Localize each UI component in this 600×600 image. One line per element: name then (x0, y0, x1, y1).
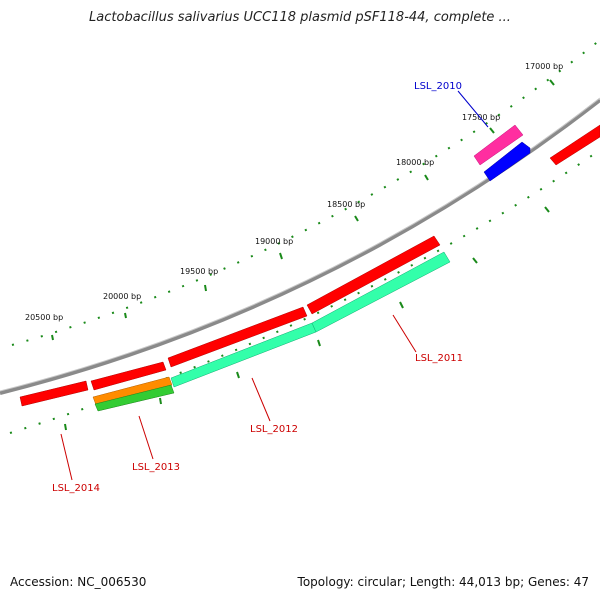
accession-text: Accession: NC_006530 (10, 575, 147, 589)
major-tick (279, 252, 283, 260)
inner-major-ticks (64, 206, 550, 431)
leader-line (251, 377, 271, 422)
inner-major-tick (159, 397, 162, 405)
tick-label: 20500 bp (25, 313, 63, 322)
major-tick (124, 312, 127, 319)
label-leaders (60, 90, 489, 481)
inner-major-tick (544, 206, 550, 213)
map-title: Lactobacillus salivarius UCC118 plasmid … (89, 10, 511, 25)
major-ticks (51, 79, 555, 341)
cds-feature (549, 124, 600, 166)
cds-feature (306, 235, 441, 315)
tick-label: 19000 bp (255, 237, 293, 246)
outer-strand-features (19, 124, 600, 407)
major-tick (424, 174, 429, 181)
gene-label: LSL_2014 (52, 483, 100, 494)
tick-label: 19500 bp (180, 267, 218, 276)
tick-label: 17000 bp (525, 62, 563, 71)
inner-major-tick (472, 257, 478, 264)
blue-feature (483, 141, 531, 182)
tick-label: 17500 bp (462, 113, 500, 122)
gene-label: LSL_2010 (414, 81, 462, 92)
inner-tick-ring (9, 149, 600, 434)
pink-feature (473, 124, 524, 166)
gene-feature (311, 251, 451, 333)
leader-line (392, 314, 417, 353)
leader-line (138, 415, 154, 460)
orange-feature (92, 376, 173, 406)
major-tick (489, 127, 495, 134)
tick-label: 18500 bp (327, 200, 365, 209)
inner-major-tick (317, 339, 321, 347)
gene-label: LSL_2013 (132, 462, 180, 473)
inner-major-tick (64, 423, 67, 431)
cds-feature (167, 306, 308, 368)
leader-line (457, 90, 489, 128)
inner-strand-features (92, 251, 451, 412)
gene-label: LSL_2011 (415, 353, 463, 364)
cds-feature (90, 361, 167, 391)
gene-label: LSL_2012 (250, 424, 298, 435)
gene-labels: LSL_2010 LSL_2011 LSL_2012 LSL_2013 LSL_… (52, 81, 463, 494)
tick-label: 18000 bp (396, 158, 434, 167)
major-tick (549, 79, 555, 86)
tick-label: 20000 bp (103, 292, 141, 301)
major-tick (204, 284, 207, 292)
tick-labels: 17000 bp 17500 bp 18000 bp 18500 bp 1900… (25, 62, 563, 322)
outer-tick-ring (11, 39, 600, 346)
major-tick (354, 215, 359, 222)
green-feature (94, 384, 175, 412)
inner-major-tick (236, 371, 240, 379)
cds-feature (19, 380, 89, 407)
leader-line (60, 433, 73, 481)
inner-major-tick (399, 301, 404, 309)
topology-stats: Topology: circular; Length: 44,013 bp; G… (297, 575, 589, 589)
major-tick (51, 334, 54, 341)
